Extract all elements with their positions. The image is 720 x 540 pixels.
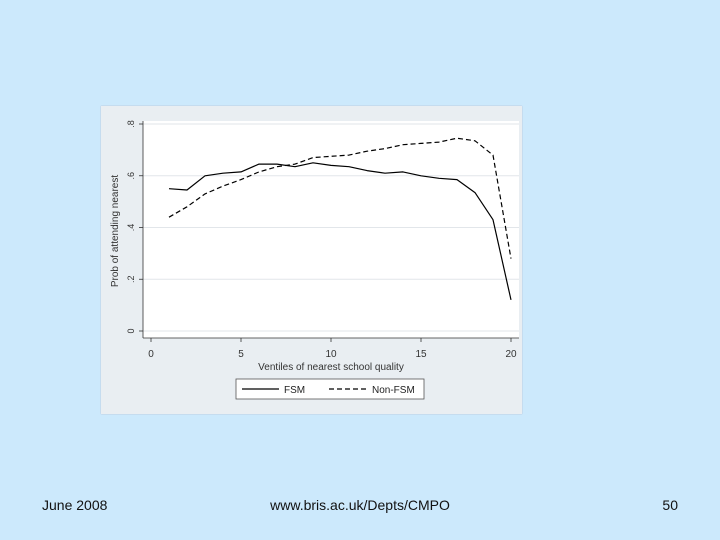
- y-tick-label: 0: [126, 328, 136, 333]
- y-tick-label: .6: [126, 172, 136, 180]
- x-tick-label: 10: [325, 349, 337, 360]
- y-tick-label: .4: [126, 224, 136, 232]
- x-tick-label: 15: [415, 349, 427, 360]
- x-tick-label: 20: [505, 349, 517, 360]
- chart-frame: 0 .2 .4 .6 .8 0 5 10 15 20 Prob of attending near…: [101, 106, 522, 414]
- x-tick-label: 0: [148, 349, 154, 360]
- x-tick-label: 5: [238, 349, 244, 360]
- footer-page-number: 50: [662, 497, 678, 513]
- footer-date: June 2008: [42, 497, 108, 513]
- y-tick-label: .8: [126, 120, 136, 128]
- y-axis-label: Prob of attending nearest: [110, 175, 121, 288]
- series-line-fsm: [168, 162, 512, 301]
- x-axis-label: Ventiles of nearest school quality: [258, 362, 404, 373]
- legend-nonfsm-label: Non-FSM: [372, 385, 415, 396]
- legend-fsm-label: FSM: [284, 385, 305, 396]
- y-tick-label: .2: [126, 275, 136, 283]
- plot-area: [143, 121, 519, 338]
- series-line-non-fsm: [168, 137, 512, 259]
- footer-url: www.bris.ac.uk/Depts/CMPO: [270, 497, 450, 513]
- line-chart: 0 .2 .4 .6 .8 0 5 10 15 20 Prob of attending near…: [110, 120, 519, 400]
